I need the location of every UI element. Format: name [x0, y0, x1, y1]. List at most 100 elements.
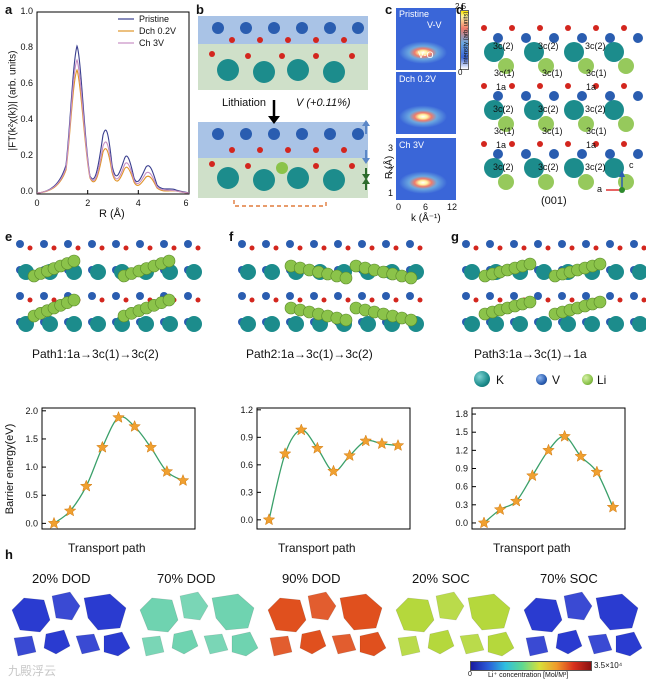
site-3c1-d: 3c(1) — [494, 126, 515, 136]
electrode-particle — [299, 629, 327, 655]
panel-a-xtick-4: 4 — [136, 198, 141, 208]
electrode-particle — [13, 635, 37, 657]
electrode-particle — [427, 629, 455, 655]
k-atom — [360, 316, 376, 332]
o-atom — [565, 83, 571, 89]
k-atom — [608, 316, 624, 332]
site-3c2-b: 3c(2) — [538, 41, 559, 51]
k-atom — [464, 264, 480, 280]
wt-ytick-3: 3 — [388, 143, 394, 153]
v-atom — [582, 240, 590, 248]
o-atom — [617, 297, 623, 303]
o-atom — [617, 245, 623, 251]
k-atom — [512, 316, 528, 332]
electrode-particle — [231, 631, 259, 657]
k-atom — [186, 316, 202, 332]
svg-text:0.2: 0.2 — [20, 150, 33, 160]
li-site — [538, 116, 554, 132]
electrode-particle — [307, 591, 337, 621]
li-site — [578, 58, 594, 74]
li-path-atom — [67, 293, 81, 307]
legend-v-icon — [536, 374, 547, 385]
electrode-particle — [331, 633, 357, 655]
li-site — [498, 116, 514, 132]
k-atom — [524, 100, 544, 120]
o-atom — [509, 141, 515, 147]
panel-label-d: d — [456, 2, 464, 17]
electrode-particle — [75, 633, 101, 655]
barrier-point-star — [278, 447, 292, 460]
v-atom — [534, 292, 542, 300]
o-atom — [249, 297, 255, 303]
li-site — [578, 174, 594, 190]
electrode-particle — [359, 631, 387, 657]
o-atom — [545, 245, 551, 251]
panel-label-e: e — [5, 229, 13, 244]
soc-title-3: 90% DOD — [282, 571, 341, 586]
site-3c1-f: 3c(1) — [586, 126, 607, 136]
electrode-particle — [555, 629, 583, 655]
particles-20dod — [11, 591, 131, 657]
barrier-point-star — [558, 429, 571, 442]
li-path-atom — [339, 271, 353, 285]
wt-state-pristine: Pristine — [399, 9, 430, 19]
k-atom — [186, 264, 202, 280]
y-tick-label: 0.5 — [25, 490, 38, 500]
y-tick-label: 0.3 — [240, 487, 253, 497]
panel-label-g: g — [451, 229, 459, 244]
v-atom — [605, 91, 615, 101]
electrode-particle — [525, 635, 549, 657]
concentration-max: 3.5×10⁴ — [594, 661, 623, 670]
barrier-point-star — [526, 469, 539, 482]
o-atom — [521, 245, 527, 251]
watermark: 九殿浮云 — [8, 664, 57, 678]
li-path-atom — [523, 257, 537, 271]
svg-text:0.4: 0.4 — [20, 114, 33, 124]
v-atom — [262, 292, 270, 300]
v-atom — [286, 292, 294, 300]
k-atom — [240, 264, 256, 280]
v-atom — [493, 33, 503, 43]
svg-text:0.0: 0.0 — [20, 186, 33, 196]
site-3c2-h: 3c(2) — [538, 162, 559, 172]
k-atom — [564, 158, 584, 178]
v-atom — [630, 240, 638, 248]
v-atom — [358, 240, 366, 248]
barrier-point-star — [311, 441, 324, 454]
electrode-particle — [459, 633, 485, 655]
o-atom — [147, 245, 153, 251]
v-atom — [462, 240, 470, 248]
v-atom — [136, 240, 144, 248]
li-site — [538, 58, 554, 74]
panel-label-a: a — [5, 2, 13, 17]
k-atom — [484, 42, 504, 62]
v-atom — [184, 240, 192, 248]
li-path-atom — [404, 271, 418, 285]
wt-xtick-6: 6 — [423, 202, 429, 212]
v-atom — [16, 240, 24, 248]
o-atom — [593, 83, 599, 89]
barrier-point-star — [47, 516, 61, 529]
v-atom — [486, 240, 494, 248]
li-path-atom — [404, 313, 418, 327]
o-atom — [273, 245, 279, 251]
k-atom — [604, 100, 624, 120]
v-atom — [334, 240, 342, 248]
k-atom — [488, 316, 504, 332]
particles-20soc — [395, 591, 515, 657]
panel-label-b: b — [196, 2, 204, 17]
soc-title-2: 70% DOD — [157, 571, 216, 586]
electrode-particle — [595, 593, 639, 631]
site-3c1-c: 3c(1) — [586, 68, 607, 78]
o-atom — [565, 141, 571, 147]
k-atom — [632, 264, 646, 280]
electrode-particle — [43, 629, 71, 655]
wt-xtick-12: 12 — [447, 202, 458, 212]
v-atom — [184, 292, 192, 300]
v-atom — [577, 91, 587, 101]
v-atom — [534, 240, 542, 248]
li-path-atom — [593, 295, 607, 309]
o-atom — [497, 245, 503, 251]
y-tick-label: 1.5 — [455, 427, 468, 437]
panel-a-frame — [36, 11, 190, 195]
